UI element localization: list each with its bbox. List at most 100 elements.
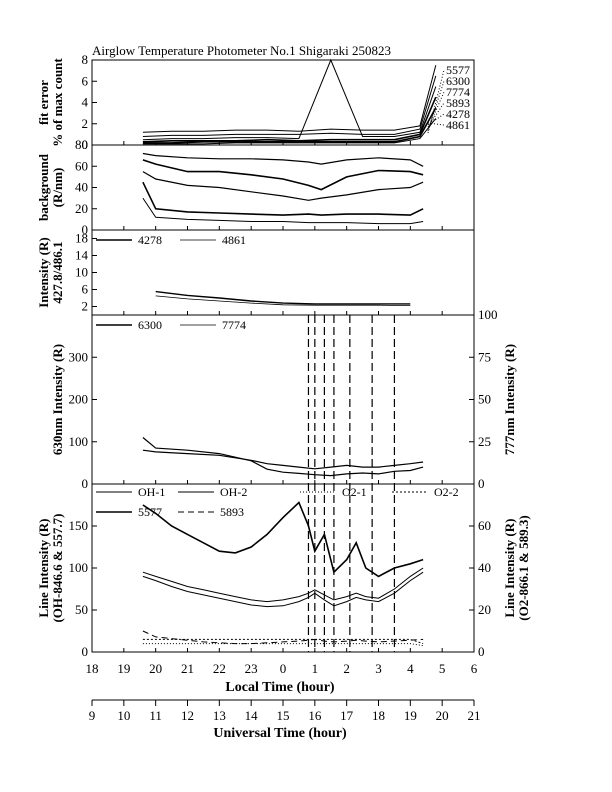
series-line-5893: [142, 630, 424, 645]
y-tick-label: 4: [82, 95, 89, 110]
ut-tick-label: 21: [468, 708, 481, 723]
y-tick-label: 80: [75, 137, 88, 152]
ut-tick-label: 17: [340, 708, 354, 723]
universal-time-axis-label: Universal Time (hour): [213, 726, 347, 741]
ut-tick-label: 11: [149, 708, 162, 723]
y-axis-label: Intensity (R): [36, 237, 51, 307]
y-right-tick-label: 0: [478, 644, 485, 659]
local-time-tick-label: 6: [471, 661, 478, 676]
y-axis-label: (R/nm): [50, 168, 65, 208]
series-line-bg-5: [142, 197, 424, 225]
ut-tick-label: 9: [89, 708, 96, 723]
local-time-tick-label: 23: [245, 661, 258, 676]
y-right-axis-label: Line Intensity (R): [502, 519, 517, 618]
legend-label-6300: 6300: [446, 74, 470, 88]
local-time-tick-label: 22: [213, 661, 226, 676]
y-tick-label: 200: [69, 392, 89, 407]
local-time-tick-label: 1: [312, 661, 319, 676]
y-tick-label: 100: [69, 560, 89, 575]
local-time-tick-label: 4: [407, 661, 414, 676]
y-right-tick-label: 60: [478, 518, 491, 533]
y-axis-label: 630nm Intensity (R): [50, 344, 65, 455]
series-line-4861: [155, 295, 411, 306]
legend-label-5577: 5577: [138, 505, 162, 519]
local-time-axis-label: Local Time (hour): [225, 680, 334, 695]
local-time-tick-label: 20: [149, 661, 162, 676]
legend-label-7774: 7774: [222, 318, 246, 332]
local-time-tick-label: 18: [86, 661, 99, 676]
y-axis-label: (OH-846.6 & 557.7): [50, 513, 65, 622]
series-line-4278: [155, 290, 411, 305]
local-time-tick-label: 19: [117, 661, 130, 676]
y-right-tick-label: 0: [478, 476, 485, 491]
legend-label-5893: 5893: [220, 505, 244, 519]
y-right-tick-label: 50: [478, 392, 491, 407]
y-tick-label: 2: [82, 299, 89, 314]
y-tick-label: 40: [75, 180, 88, 195]
local-time-tick-label: 3: [375, 661, 382, 676]
y-tick-label: 0: [82, 476, 89, 491]
y-axis-label: 427.8/486.1: [50, 241, 65, 303]
y-tick-label: 6: [82, 282, 89, 297]
y-tick-label: 20: [75, 201, 88, 216]
series-line-bg-3: [142, 171, 424, 201]
series-line-OH-1: [142, 571, 424, 608]
legend-leader: [427, 113, 445, 126]
ut-tick-label: 19: [404, 708, 417, 723]
series-line-4278: [142, 107, 437, 144]
y-axis-label: background: [36, 153, 51, 221]
legend-label-5577: 5577: [446, 63, 470, 77]
legend-label-4278: 4278: [446, 107, 470, 121]
y-right-tick-label: 75: [478, 349, 491, 364]
series-line-OH-2: [142, 567, 424, 603]
series-line-5577: [142, 501, 424, 578]
y-right-tick-label: 20: [478, 602, 491, 617]
y-tick-label: 300: [69, 349, 89, 364]
ut-tick-label: 16: [308, 708, 322, 723]
panel-line-intensity: 0 50 100 150 0 20 40 60 Line Intensity (R) (OH-84…: [36, 483, 531, 659]
legend-label-O2-1: O2-1: [342, 485, 367, 499]
y-tick-label: 150: [69, 518, 89, 533]
y-tick-label: 6: [82, 73, 89, 88]
y-tick-label: 2: [82, 116, 89, 131]
series-line-7774: [142, 58, 437, 141]
ut-tick-label: 20: [436, 708, 449, 723]
series-line-7774: [142, 449, 424, 470]
legend-label-7774: 7774: [446, 85, 470, 99]
ut-tick-label: 12: [181, 708, 194, 723]
series-line-O2-1: [142, 643, 424, 647]
local-time-tick-label: 2: [343, 661, 350, 676]
legend-label-4861: 4861: [446, 118, 470, 132]
ut-tick-label: 18: [372, 708, 385, 723]
series-line-6300: [142, 75, 437, 137]
series-line-5893: [142, 96, 437, 143]
local-time-tick-label: 21: [181, 661, 194, 676]
y-tick-label: 0: [82, 137, 89, 152]
y-tick-label: 0: [82, 644, 89, 659]
legend-label-O2-2: O2-2: [434, 485, 459, 499]
series-line-6300: [142, 437, 424, 477]
y-tick-label: 8: [82, 52, 89, 67]
y-right-tick-label: 40: [478, 560, 491, 575]
chart-title: Airglow Temperature Photometer No.1 Shig…: [92, 43, 391, 58]
y-tick-label: 60: [75, 158, 88, 173]
series-line-bg-2: [142, 159, 424, 191]
ut-tick-label: 10: [117, 708, 130, 723]
y-tick-label: 50: [75, 602, 88, 617]
panel-427.8/486.1: 2 6 10 14 18 Intensity (R) 427.8/486.1 4278 4861: [36, 229, 475, 316]
panel-background: 0 20 40 60 80 background (R/nm): [36, 137, 475, 237]
series-line-5577: [142, 65, 437, 133]
y-tick-label: 0: [82, 222, 89, 237]
y-tick-label: 100: [69, 434, 89, 449]
legend-label-6300: 6300: [138, 318, 162, 332]
y-tick-label: 10: [75, 265, 88, 280]
legend-leader: [427, 102, 445, 128]
legend-label-OH-1: OH-1: [138, 485, 165, 499]
y-axis-label: fit error: [36, 80, 51, 125]
local-time-tick-label: 5: [439, 661, 446, 676]
legend-label-5893: 5893: [446, 96, 470, 110]
local-time-tick-label: 0: [280, 661, 287, 676]
y-tick-label: 18: [75, 231, 88, 246]
y-right-axis-label: (O2-866.1 & 589.3): [516, 515, 531, 620]
